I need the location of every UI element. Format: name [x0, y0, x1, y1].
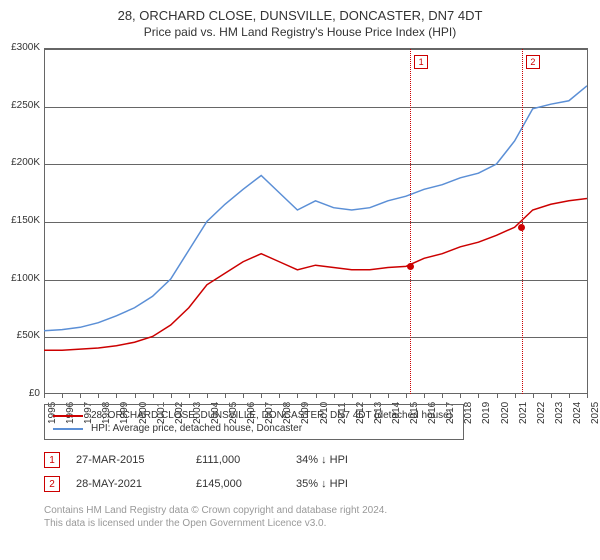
marker-table-delta: 34% ↓ HPI — [296, 454, 416, 466]
x-tick — [424, 394, 425, 398]
series-line-hpi — [44, 86, 587, 331]
footer-line-1: Contains HM Land Registry data © Crown c… — [44, 504, 387, 517]
x-tick — [207, 394, 208, 398]
y-axis-label: £250K — [0, 100, 40, 111]
marker-table: 1 27-MAR-2015£111,00034% ↓ HPI 2 28-MAY-202… — [44, 448, 416, 496]
x-tick — [135, 394, 136, 398]
legend: 28, ORCHARD CLOSE, DUNSVILLE, DONCASTER,… — [44, 404, 464, 440]
x-tick — [243, 394, 244, 398]
chart-lines — [44, 49, 587, 394]
x-tick — [587, 394, 588, 398]
marker-table-row: 1 27-MAR-2015£111,00034% ↓ HPI — [44, 448, 416, 472]
chart-title: 28, ORCHARD CLOSE, DUNSVILLE, DONCASTER,… — [0, 0, 600, 23]
y-axis-label: £100K — [0, 273, 40, 284]
x-tick — [44, 394, 45, 398]
legend-label: HPI: Average price, detached house, Donc… — [91, 423, 302, 434]
marker-line — [410, 49, 411, 394]
x-tick — [297, 394, 298, 398]
x-axis-label: 2018 — [463, 402, 474, 424]
marker-table-num: 1 — [44, 452, 60, 468]
legend-swatch — [53, 415, 83, 417]
x-axis-label: 2019 — [481, 402, 492, 424]
marker-table-date: 28-MAY-2021 — [76, 478, 196, 490]
x-axis-label: 2023 — [554, 402, 565, 424]
x-tick — [334, 394, 335, 398]
x-tick — [279, 394, 280, 398]
x-tick — [569, 394, 570, 398]
marker-line — [522, 49, 523, 394]
y-axis-label: £0 — [0, 388, 40, 399]
marker-table-num: 2 — [44, 476, 60, 492]
y-axis-label: £150K — [0, 215, 40, 226]
legend-swatch — [53, 428, 83, 430]
x-tick — [171, 394, 172, 398]
marker-label-box: 2 — [526, 55, 540, 69]
x-tick — [388, 394, 389, 398]
marker-table-date: 27-MAR-2015 — [76, 454, 196, 466]
x-tick — [116, 394, 117, 398]
marker-table-price: £111,000 — [196, 454, 296, 466]
x-tick — [80, 394, 81, 398]
x-tick — [225, 394, 226, 398]
y-axis-label: £300K — [0, 42, 40, 53]
x-tick — [370, 394, 371, 398]
x-tick — [316, 394, 317, 398]
x-tick — [515, 394, 516, 398]
legend-item: HPI: Average price, detached house, Donc… — [53, 422, 455, 435]
footer-line-2: This data is licensed under the Open Gov… — [44, 517, 387, 530]
chart-subtitle: Price paid vs. HM Land Registry's House … — [0, 23, 600, 39]
x-tick — [352, 394, 353, 398]
y-axis-label: £200K — [0, 157, 40, 168]
x-tick — [460, 394, 461, 398]
x-axis-label: 2024 — [572, 402, 583, 424]
x-tick — [189, 394, 190, 398]
y-axis-label: £50K — [0, 330, 40, 341]
marker-table-row: 2 28-MAY-2021£145,00035% ↓ HPI — [44, 472, 416, 496]
legend-item: 28, ORCHARD CLOSE, DUNSVILLE, DONCASTER,… — [53, 409, 455, 422]
legend-label: 28, ORCHARD CLOSE, DUNSVILLE, DONCASTER,… — [91, 410, 452, 421]
marker-table-delta: 35% ↓ HPI — [296, 478, 416, 490]
chart-plot-area: 12 — [44, 48, 588, 394]
x-tick — [442, 394, 443, 398]
series-line-property — [44, 199, 587, 351]
x-tick — [62, 394, 63, 398]
x-tick — [153, 394, 154, 398]
marker-table-price: £145,000 — [196, 478, 296, 490]
x-tick — [261, 394, 262, 398]
x-axis-label: 2022 — [536, 402, 547, 424]
x-axis-label: 2020 — [500, 402, 511, 424]
x-tick — [533, 394, 534, 398]
marker-label-box: 1 — [414, 55, 428, 69]
x-tick — [478, 394, 479, 398]
x-tick — [551, 394, 552, 398]
x-axis-label: 2025 — [590, 402, 600, 424]
x-tick — [98, 394, 99, 398]
footer-attribution: Contains HM Land Registry data © Crown c… — [44, 504, 387, 530]
x-axis-label: 2021 — [518, 402, 529, 424]
x-tick — [497, 394, 498, 398]
x-tick — [406, 394, 407, 398]
